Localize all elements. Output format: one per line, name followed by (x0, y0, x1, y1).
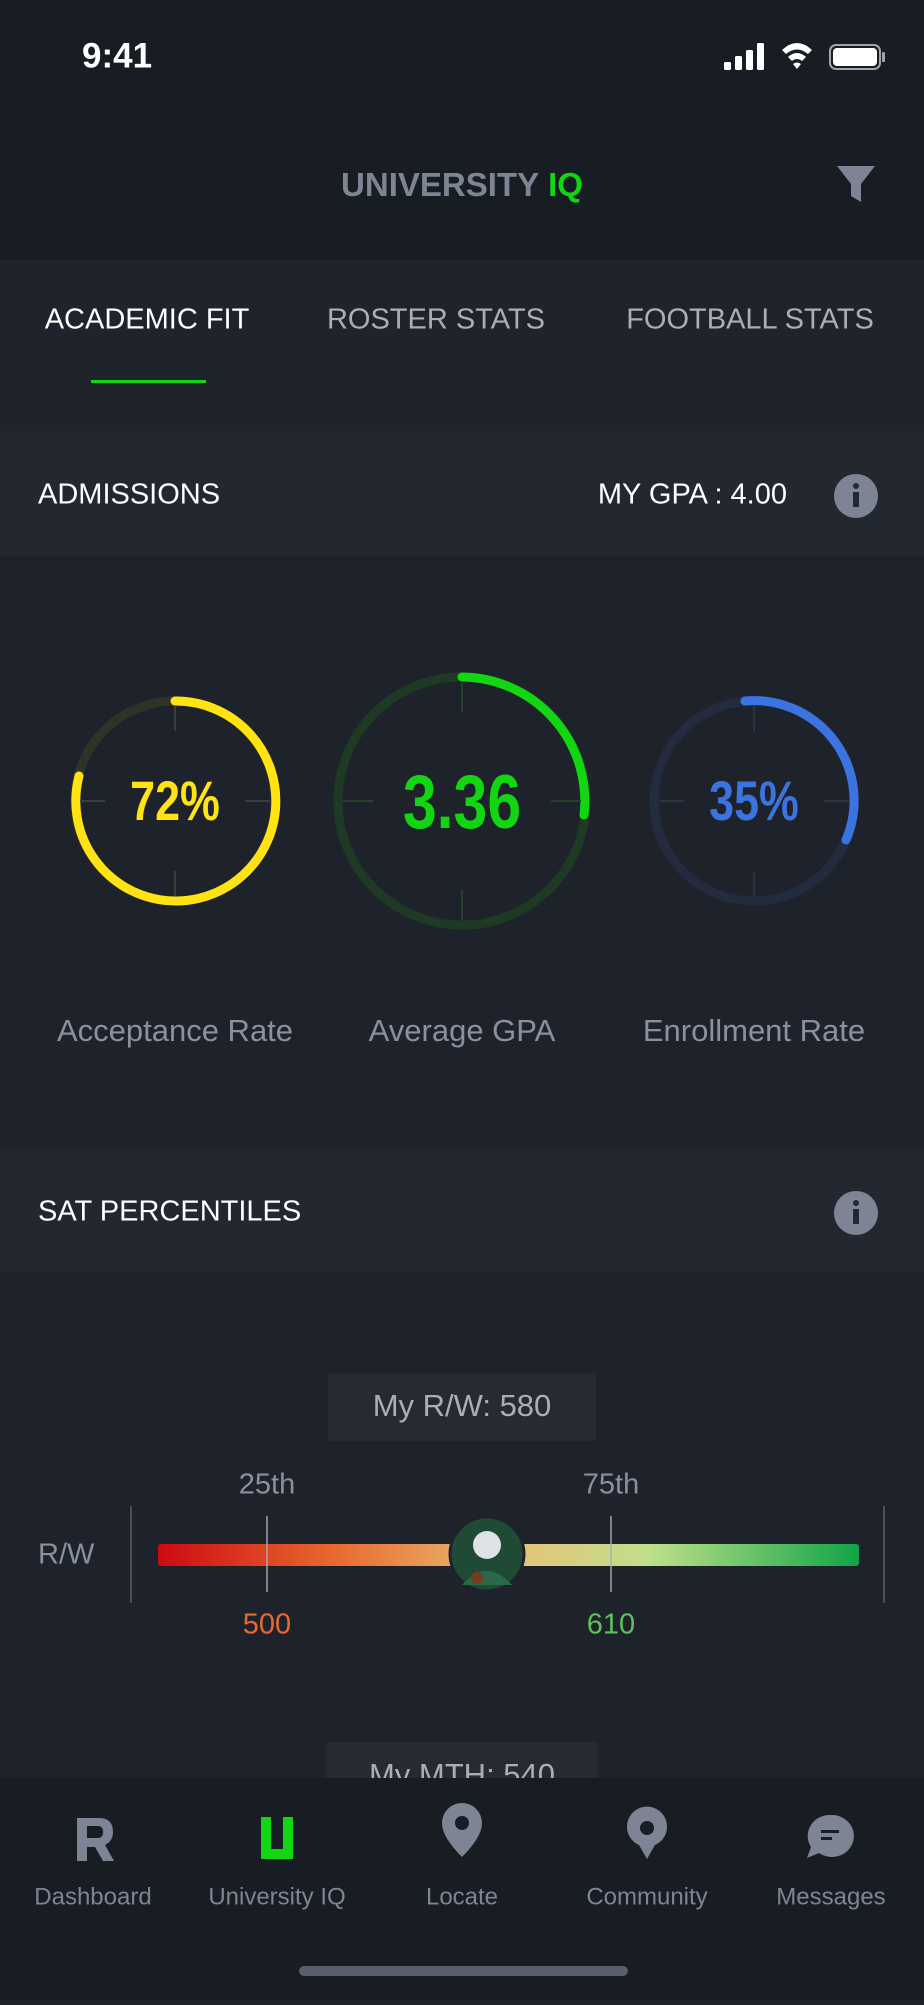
home-indicator (299, 1966, 628, 1976)
nav-label[interactable]: University IQ (208, 1883, 345, 1910)
gauge-value: 35% (709, 769, 799, 832)
nav-icon[interactable] (77, 1818, 114, 1861)
nav-icons (77, 1803, 854, 1861)
gauge-ticks (659, 706, 849, 896)
status-icons (724, 43, 885, 70)
nav-label[interactable]: Messages (776, 1883, 885, 1910)
sat-content: My R/W: 580 25th 75th R/W 500 610 My MTH… (38, 1373, 885, 1792)
nav-label[interactable]: Locate (426, 1883, 498, 1910)
gauge-arc (457, 672, 590, 820)
percentile-value: 500 (243, 1609, 291, 1641)
percentile-label: 25th (239, 1469, 295, 1501)
gauge-label: Enrollment Rate (643, 1013, 865, 1048)
info-button[interactable] (834, 474, 878, 518)
nav-icon[interactable] (807, 1814, 854, 1858)
filter-button[interactable] (837, 166, 875, 202)
percentile-value: 610 (587, 1609, 635, 1641)
header-bg (0, 0, 924, 260)
title-prefix: UNIVERSITY (341, 166, 539, 203)
nav-icon[interactable] (261, 1817, 293, 1859)
tabs-bg (0, 260, 924, 431)
gauge-arc (71, 696, 281, 906)
title-accent: IQ (548, 166, 583, 203)
my-gpa: MY GPA : 4.00 (598, 479, 787, 511)
my-score-box (328, 1373, 596, 1441)
my-score-box (326, 1742, 598, 1778)
gauge-label: Average GPA (369, 1013, 556, 1048)
gauges: 72% 3.36 35% (70, 672, 859, 930)
tab[interactable]: FOOTBALL STATS (626, 304, 874, 336)
status-time: 9:41 (82, 36, 152, 75)
gauge-arc (740, 696, 859, 845)
section-header-bg (0, 1149, 924, 1272)
info-button[interactable] (834, 1191, 878, 1235)
gauge-ticks (343, 682, 581, 920)
tab-underline (91, 380, 206, 383)
section-title: SAT PERCENTILES (38, 1196, 301, 1228)
tab[interactable]: ACADEMIC FIT (45, 304, 250, 336)
gauge-value: 3.36 (403, 760, 521, 845)
section-title: ADMISSIONS (38, 479, 220, 511)
gauge-label: Acceptance Rate (57, 1013, 293, 1048)
app-title: UNIVERSITY IQ (341, 166, 583, 203)
nav-label[interactable]: Dashboard (34, 1883, 151, 1910)
row-label: R/W (38, 1539, 95, 1571)
section-header-bg (0, 431, 924, 556)
my-score: My MTH: 540 (369, 1757, 555, 1792)
my-avatar (448, 1515, 526, 1593)
percentile-label: 75th (583, 1469, 639, 1501)
my-score: My R/W: 580 (373, 1388, 552, 1423)
gauge-ticks (80, 706, 270, 896)
tab[interactable]: ROSTER STATS (327, 304, 545, 336)
nav-label[interactable]: Community (586, 1883, 707, 1910)
gauge-value: 72% (130, 769, 220, 832)
